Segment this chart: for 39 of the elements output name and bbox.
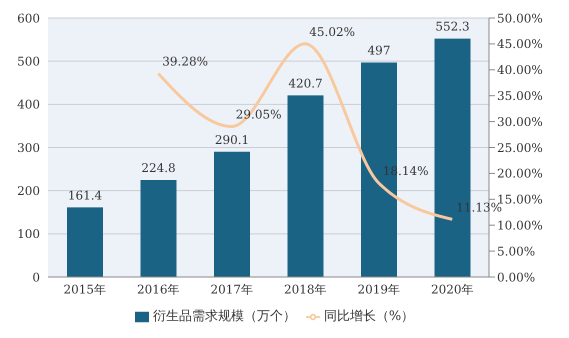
data-label: 290.1 <box>214 132 250 147</box>
data-label: 224.8 <box>141 160 176 175</box>
y2-tick-label: 15.00% <box>497 192 543 207</box>
data-label: 497 <box>368 43 390 58</box>
y-tick-label: 200 <box>17 184 40 198</box>
data-label: 420.7 <box>288 76 323 90</box>
data-label: 29.05% <box>236 108 282 122</box>
y2-tick-label: 50.00% <box>497 11 543 26</box>
bar <box>140 180 176 277</box>
x-tick-label: 2018年 <box>284 282 327 297</box>
y-tick-label: 400 <box>17 98 40 112</box>
y2-tick-label: 10.00% <box>497 218 543 232</box>
x-tick-label: 2015年 <box>63 282 106 297</box>
y2-tick-label: 20.00% <box>497 166 543 181</box>
y2-tick-label: 30.00% <box>497 114 543 129</box>
legend-label: 衍生品需求规模（万个） <box>152 309 296 324</box>
y-tick-label: 500 <box>17 54 40 68</box>
y2-tick-label: 0.00% <box>497 270 536 284</box>
x-tick-label: 2017年 <box>210 282 254 297</box>
data-label: 39.28% <box>162 54 208 69</box>
y-tick-label: 600 <box>17 11 40 26</box>
y2-tick-label: 40.00% <box>497 63 543 78</box>
bar <box>288 95 324 277</box>
y2-tick-label: 25.00% <box>497 140 543 155</box>
y-tick-label: 100 <box>17 227 40 242</box>
x-tick-label: 2019年 <box>357 282 400 297</box>
data-label: 161.4 <box>68 188 103 202</box>
x-tick-label: 2020年 <box>430 282 474 297</box>
data-label: 552.3 <box>435 20 470 34</box>
data-label: 45.02% <box>309 24 356 39</box>
y-tick-label: 300 <box>17 140 40 155</box>
y2-tick-label: 5.00% <box>497 244 536 258</box>
y2-tick-label: 45.00% <box>497 37 543 52</box>
bar <box>67 207 103 277</box>
x-tick-label: 2016年 <box>136 282 180 297</box>
bar <box>214 152 250 277</box>
y-tick-label: 0 <box>32 270 40 284</box>
y2-tick-label: 35.00% <box>497 88 543 103</box>
legend-label: 同比增长（%） <box>324 309 414 324</box>
